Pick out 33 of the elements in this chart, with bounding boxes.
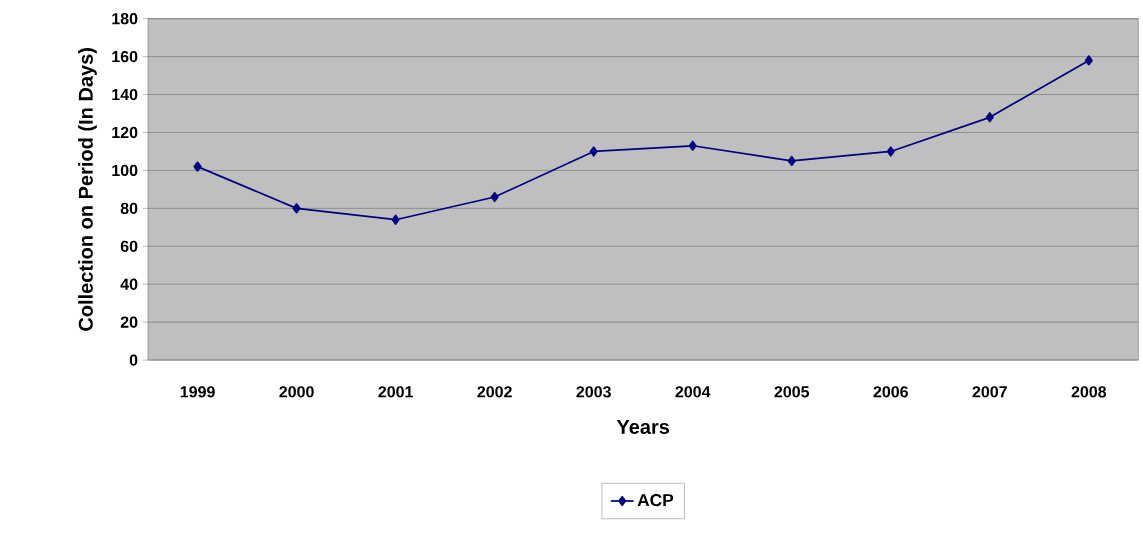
x-tick-label: 2001: [378, 385, 413, 398]
y-tick-label: 20: [120, 316, 138, 328]
point: [490, 191, 499, 202]
point: [193, 161, 202, 172]
point: [886, 146, 895, 157]
x-axis-title: Years: [616, 419, 670, 434]
y-tick-label: 180: [112, 12, 138, 25]
y-tick-label: 140: [112, 88, 138, 100]
x-tick-label: 2003: [576, 385, 611, 398]
point: [1084, 55, 1093, 66]
y-tick-label: 120: [112, 126, 138, 138]
x-tick-label: 2000: [279, 385, 314, 398]
x-tick-label: 2005: [774, 385, 810, 398]
y-tick-label: 80: [120, 202, 138, 214]
x-tick-label: 2007: [972, 385, 1007, 398]
y-tick-label: 100: [112, 164, 138, 176]
point: [391, 214, 400, 225]
y-tick-label: 0: [129, 354, 138, 366]
point: [589, 146, 598, 157]
point: [787, 155, 796, 166]
y-axis-title: Collection on Period (In Days): [78, 47, 97, 331]
x-tick-label: 2008: [1071, 385, 1107, 398]
y-tick-label: 60: [120, 240, 138, 252]
x-tick-label: 2006: [873, 385, 908, 398]
point: [688, 140, 697, 151]
x-tick-label: 2004: [675, 385, 711, 398]
y-tick-label: 40: [120, 278, 138, 290]
legend-label: ACP: [637, 493, 674, 506]
point: [985, 111, 994, 123]
x-tick-label: 2002: [477, 385, 512, 398]
point: [292, 202, 301, 214]
x-tick-label: 1999: [180, 385, 215, 398]
y-tick-label: 160: [112, 50, 138, 63]
